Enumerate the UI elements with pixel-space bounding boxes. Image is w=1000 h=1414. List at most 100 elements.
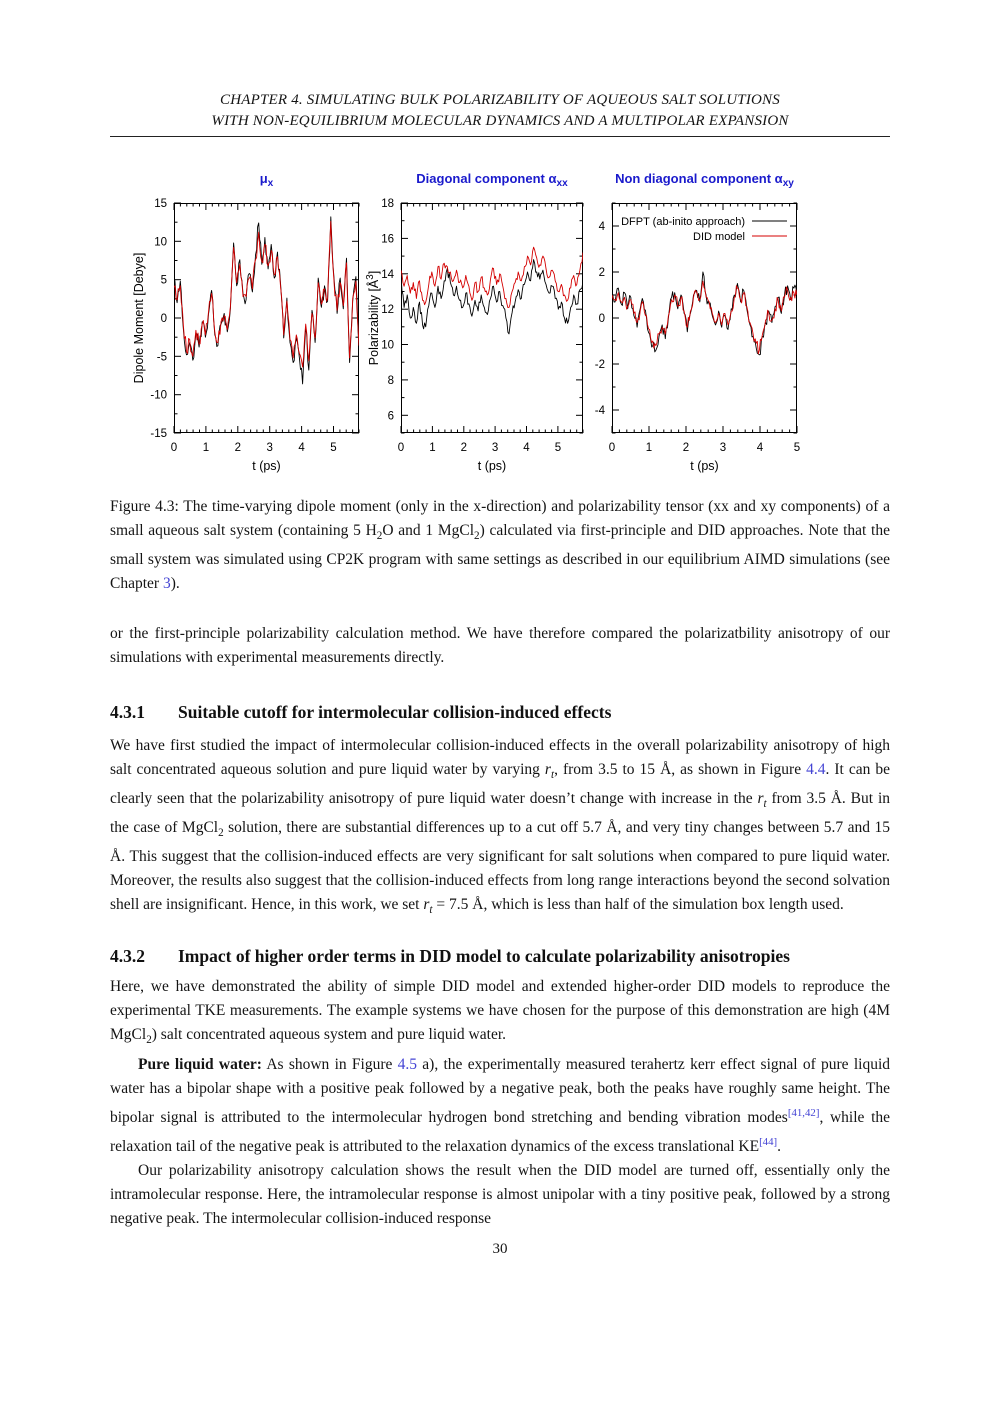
text-run: 2 — [218, 827, 224, 840]
ref-link[interactable]: [41,42] — [787, 1106, 820, 1119]
header-line-1: CHAPTER 4. SIMULATING BULK POLARIZABILIT… — [220, 92, 780, 108]
text-run: , while the relaxation tail of the negat… — [110, 1108, 891, 1155]
text-run: t — [429, 904, 433, 917]
svg-text:-2: -2 — [595, 359, 605, 371]
text-run: ) salt concentrated aqueous system and p… — [151, 1026, 507, 1044]
svg-text:5: 5 — [330, 442, 336, 454]
svg-text:1: 1 — [203, 442, 209, 454]
svg-text:14: 14 — [381, 269, 394, 281]
svg-text:t (ps): t (ps) — [690, 459, 718, 473]
svg-text:0: 0 — [599, 313, 605, 325]
paragraph-4-3-2-a: Here, we have demonstrated the ability o… — [110, 975, 890, 1052]
svg-text:DID model: DID model — [693, 231, 745, 243]
svg-text:12: 12 — [381, 304, 394, 316]
svg-text:0: 0 — [171, 442, 177, 454]
svg-text:3: 3 — [492, 442, 498, 454]
text-run: . It can be clearly seen that the polari… — [110, 761, 890, 808]
paragraph-pure-liquid-water: Pure liquid water: As shown in Figure 4.… — [110, 1053, 890, 1159]
text-run: , from 3.5 to 15 Å, as shown in Figure — [554, 761, 807, 779]
text-run: Figure 4.3: The time-varying dipole mome… — [110, 498, 890, 539]
section-heading-4-3-1: 4.3.1 Suitable cutoff for intermolecular… — [110, 702, 890, 723]
svg-text:0: 0 — [161, 313, 167, 325]
svg-text:Dipole Moment [Debye]: Dipole Moment [Debye] — [132, 253, 146, 384]
paragraph-intro: or the first-principle polarizability ca… — [110, 622, 890, 670]
svg-text:3: 3 — [720, 442, 726, 454]
svg-text:μx: μx — [260, 171, 274, 189]
text-run: 2 — [146, 1034, 152, 1047]
svg-text:Diagonal component αxx: Diagonal component αxx — [416, 171, 568, 189]
svg-text:4: 4 — [523, 442, 530, 454]
ref-link[interactable]: 4.5 — [397, 1055, 418, 1073]
page-number: 30 — [492, 1240, 508, 1257]
section-number: 4.3.2 — [110, 946, 145, 967]
svg-text:DFPT (ab-inito approach): DFPT (ab-inito approach) — [621, 216, 745, 228]
svg-text:0: 0 — [609, 442, 615, 454]
svg-text:10: 10 — [154, 236, 167, 248]
text-run: O and 1 MgCl — [382, 521, 475, 539]
svg-text:16: 16 — [381, 233, 394, 245]
text-run: r — [423, 896, 430, 914]
charts-row: 0 1 2 3 4 5 -15 -10 -5 0 5 10 15 μx Dipole Moment [Deb… — [130, 167, 890, 473]
paragraph-4-3-2-c: Our polarizability anisotropy calculatio… — [110, 1159, 890, 1231]
svg-text:2: 2 — [461, 442, 467, 454]
svg-text:2: 2 — [235, 442, 241, 454]
text-run: . — [777, 1137, 782, 1155]
svg-text:4: 4 — [298, 442, 305, 454]
figure-caption: Figure 4.3: The time-varying dipole mome… — [110, 495, 890, 595]
svg-text:3: 3 — [266, 442, 272, 454]
svg-text:1: 1 — [646, 442, 652, 454]
svg-text:2: 2 — [599, 267, 605, 279]
svg-text:t (ps): t (ps) — [478, 459, 506, 473]
svg-text:Polarizability [Å3]: Polarizability [Å3] — [365, 271, 381, 365]
chart-alpha-xy: 0 1 2 3 4 5 -4 -2 0 2 4 Non diagonal component αxy t… — [595, 171, 800, 473]
text-run: Here, we have demonstrated the ability o… — [110, 978, 890, 1044]
svg-text:-5: -5 — [157, 351, 167, 363]
svg-text:-10: -10 — [150, 390, 167, 402]
ref-link[interactable]: [44] — [759, 1135, 778, 1148]
svg-text:10: 10 — [381, 340, 394, 352]
svg-text:5: 5 — [794, 442, 800, 454]
svg-text:6: 6 — [388, 410, 394, 422]
paragraph-4-3-1: We have first studied the impact of inte… — [110, 734, 890, 922]
text-run: = 7.5 Å, which is less than half of the … — [432, 896, 844, 914]
svg-text:5: 5 — [555, 442, 561, 454]
svg-text:15: 15 — [154, 198, 167, 210]
text-run: t — [550, 769, 555, 782]
text-run: a), the experimentally measured terahert… — [110, 1055, 891, 1126]
text-run: from 3.5 Å. But in the case of MgCl — [110, 790, 890, 837]
text-run: Pure liquid water: — [138, 1055, 262, 1073]
svg-text:2: 2 — [683, 442, 689, 454]
text-run: 2 — [474, 529, 480, 542]
section-number: 4.3.1 — [110, 702, 145, 723]
section-heading-4-3-2: 4.3.2 Impact of higher order terms in DI… — [110, 941, 890, 971]
text-run: Our polarizability anisotropy calculatio… — [110, 1161, 890, 1227]
svg-text:4: 4 — [599, 221, 606, 233]
text-run: As shown in Figure — [261, 1055, 398, 1073]
text-run: r — [757, 790, 764, 808]
text-run: ). — [170, 574, 180, 592]
figure-4-3: 0 1 2 3 4 5 -15 -10 -5 0 5 10 15 μx Dipole Moment [Deb… — [110, 167, 890, 595]
text-run: r — [544, 761, 551, 779]
svg-text:1: 1 — [429, 442, 435, 454]
text-run: or the first-principle polarizability ca… — [110, 625, 890, 667]
section-title: Suitable cutoff for intermolecular colli… — [178, 702, 612, 723]
svg-text:5: 5 — [161, 275, 167, 287]
section-title: Impact of higher order terms in DID mode… — [178, 946, 790, 967]
ref-link[interactable]: 4.4 — [806, 761, 826, 779]
text-run: solution, there are substantial differen… — [110, 819, 890, 914]
svg-text:Non diagonal component αxy: Non diagonal component αxy — [615, 171, 794, 189]
text-run: 2 — [376, 529, 383, 542]
svg-text:t (ps): t (ps) — [252, 459, 280, 473]
svg-text:0: 0 — [398, 442, 404, 454]
ref-link[interactable]: 3 — [162, 574, 171, 592]
svg-text:8: 8 — [388, 375, 394, 387]
text-run: We have first studied the impact of inte… — [110, 737, 890, 779]
text-run: ) calculated via first-principle and DID… — [110, 521, 890, 592]
header-rule — [110, 136, 890, 137]
header-line-2: WITH NON-EQUILIBRIUM MOLECULAR DYNAMICS … — [211, 113, 789, 129]
svg-text:18: 18 — [381, 198, 394, 210]
svg-text:-15: -15 — [150, 428, 167, 440]
text-run: t — [763, 798, 767, 811]
